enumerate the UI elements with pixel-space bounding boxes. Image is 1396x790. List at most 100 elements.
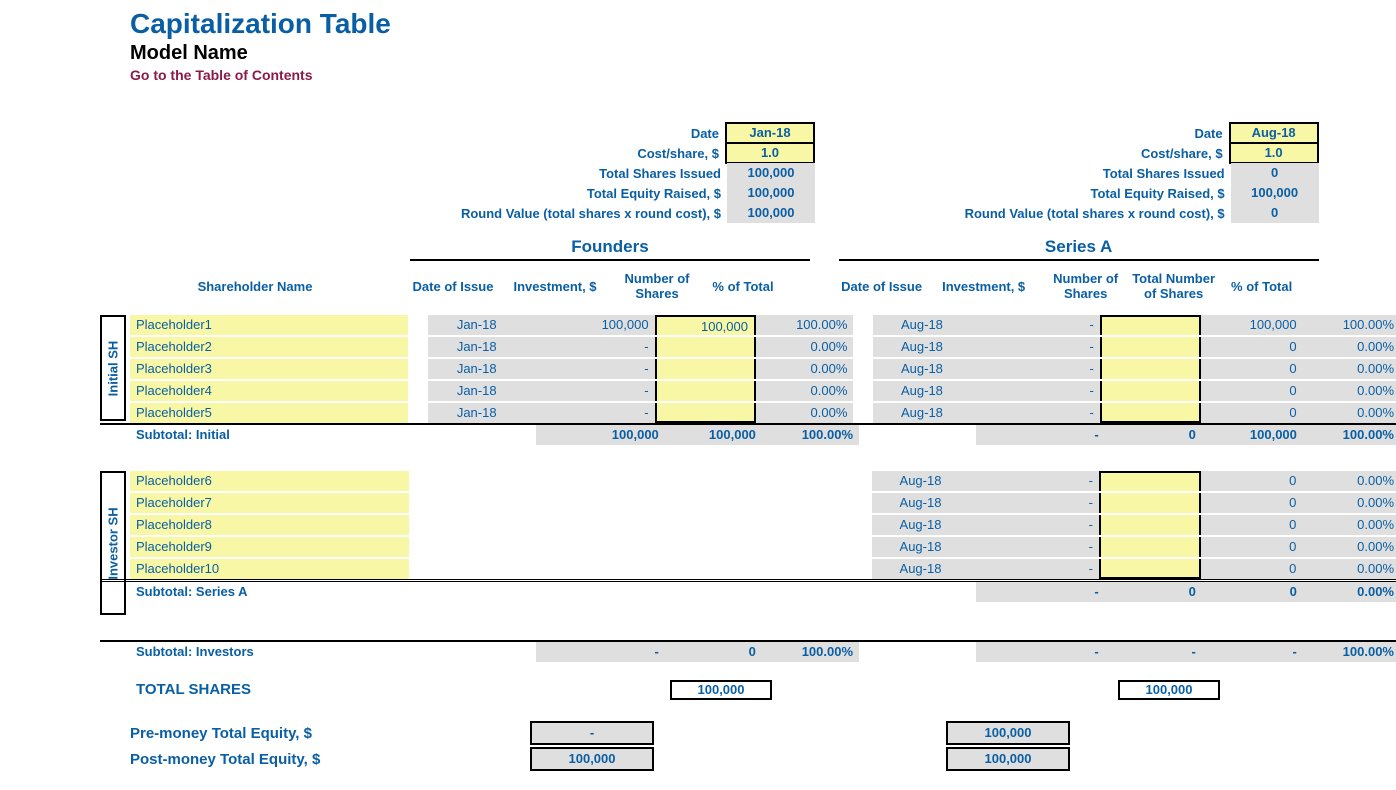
subtotal-initial-f-pct: 100.00%: [762, 425, 859, 445]
seriesA-total-shares: 0: [1231, 163, 1319, 183]
col-date-a: Date of Issue: [839, 261, 925, 313]
subtotal-initial-label: Subtotal: Initial: [130, 425, 419, 445]
shareholder-name[interactable]: Placeholder6: [130, 471, 409, 491]
cell-a-date: Aug-18: [872, 515, 970, 535]
post-money-label: Post-money Total Equity, $: [100, 751, 530, 768]
shareholder-name[interactable]: Placeholder5: [130, 403, 408, 423]
founders-date[interactable]: Jan-18: [725, 122, 815, 144]
cell-a-tot: 0: [1201, 359, 1302, 379]
cell-f-date: Jan-18: [428, 359, 525, 379]
lbl-cost-a: Cost/share, $: [839, 146, 1229, 161]
cell-a-num[interactable]: [1100, 403, 1201, 423]
cell-f-num[interactable]: 100,000: [655, 315, 756, 335]
cell-a-num[interactable]: [1100, 315, 1201, 335]
lbl-shares-a: Total Shares Issued: [839, 166, 1231, 181]
cell-a-tot: 0: [1201, 403, 1302, 423]
seriesA-cost[interactable]: 1.0: [1229, 142, 1319, 164]
col-num-a: Number of Shares: [1043, 261, 1129, 313]
cell-a-tot: 0: [1201, 337, 1302, 357]
cell-a-inv: -: [971, 315, 1100, 335]
col-pct-a: % of Total: [1219, 261, 1305, 313]
total-shares-label: TOTAL SHARES: [130, 680, 422, 700]
col-num-f: Number of Shares: [614, 261, 700, 313]
cell-f-num[interactable]: [655, 403, 756, 423]
cell-a-num[interactable]: [1099, 559, 1201, 579]
cell-a-pct: 0.00%: [1303, 337, 1396, 357]
cell-a-num[interactable]: [1099, 515, 1201, 535]
founders-cost[interactable]: 1.0: [725, 142, 815, 164]
cell-a-inv: -: [971, 359, 1100, 379]
shareholder-name[interactable]: Placeholder10: [130, 559, 409, 579]
subtotal-initial-a-inv: -: [976, 425, 1105, 445]
subtotal-investors-a-inv: -: [976, 642, 1105, 662]
lbl-cost: Cost/share, $: [100, 146, 725, 161]
cell-a-num[interactable]: [1099, 493, 1201, 513]
cell-a-date: Aug-18: [872, 471, 970, 491]
seriesA-date[interactable]: Aug-18: [1229, 122, 1319, 144]
vtab-initial: Initial SH: [100, 315, 126, 421]
subtotal-investors-f-pct: 100.00%: [762, 642, 859, 662]
cell-a-tot: 100,000: [1201, 315, 1302, 335]
subtotal-initial-a-tot: 100,000: [1202, 425, 1303, 445]
seriesA-total-equity: 100,000: [1231, 183, 1319, 203]
cell-a-num[interactable]: [1100, 337, 1201, 357]
cell-a-num[interactable]: [1099, 537, 1201, 557]
model-name: Model Name: [130, 42, 1396, 65]
col-inv-f: Investment, $: [496, 261, 614, 313]
post-money-a: 100,000: [946, 747, 1070, 771]
total-shares-a: 100,000: [1118, 680, 1220, 700]
seriesA-title: Series A: [839, 237, 1319, 257]
cell-f-date: Jan-18: [428, 381, 525, 401]
cell-f-inv: -: [525, 359, 654, 379]
cell-f-inv: 100,000: [525, 315, 654, 335]
cell-a-inv: -: [969, 537, 1099, 557]
vtab-investor: Investor SH: [100, 471, 126, 615]
subtotal-investors-a-tot: -: [1202, 642, 1303, 662]
cell-f-pct: 0.00%: [756, 359, 853, 379]
cell-a-tot: 0: [1201, 381, 1302, 401]
cell-a-pct: 0.00%: [1303, 381, 1396, 401]
cell-a-pct: 0.00%: [1303, 359, 1396, 379]
shareholder-name[interactable]: Placeholder3: [130, 359, 408, 379]
total-shares-f: 100,000: [670, 680, 772, 700]
cell-f-date: Jan-18: [428, 403, 525, 423]
subtotal-investors-a-pct: 100.00%: [1303, 642, 1396, 662]
cell-a-inv: -: [971, 337, 1100, 357]
cell-f-num[interactable]: [655, 381, 756, 401]
toc-link[interactable]: Go to the Table of Contents: [130, 67, 1396, 83]
cell-a-pct: 0.00%: [1302, 559, 1396, 579]
founders-total-equity: 100,000: [727, 183, 815, 203]
subtotal-initial-a-pct: 100.00%: [1303, 425, 1396, 445]
lbl-equity-a: Total Equity Raised, $: [839, 186, 1231, 201]
subtotal-seriesA-label: Subtotal: Series A: [130, 582, 419, 602]
lbl-date-a: Date: [839, 126, 1229, 141]
cell-f-num[interactable]: [655, 337, 756, 357]
cell-a-date: Aug-18: [873, 359, 970, 379]
shareholder-name[interactable]: Placeholder1: [130, 315, 408, 335]
cell-f-inv: -: [525, 381, 654, 401]
cell-a-num[interactable]: [1100, 359, 1201, 379]
cell-f-inv: -: [525, 403, 654, 423]
cell-a-inv: -: [969, 515, 1099, 535]
cell-f-inv: -: [525, 337, 654, 357]
subtotal-initial-f-inv: 100,000: [536, 425, 665, 445]
shareholder-name[interactable]: Placeholder8: [130, 515, 409, 535]
cell-f-pct: 0.00%: [756, 381, 853, 401]
founders-round-value: 100,000: [727, 203, 815, 223]
cell-a-pct: 0.00%: [1302, 493, 1396, 513]
shareholder-name[interactable]: Placeholder9: [130, 537, 409, 557]
shareholder-name[interactable]: Placeholder2: [130, 337, 408, 357]
cell-a-date: Aug-18: [873, 315, 970, 335]
lbl-shares: Total Shares Issued: [100, 166, 727, 181]
cell-a-num[interactable]: [1099, 471, 1201, 491]
shareholder-name[interactable]: Placeholder4: [130, 381, 408, 401]
cell-f-pct: 0.00%: [756, 337, 853, 357]
subtotal-investors-f-inv: -: [536, 642, 665, 662]
lbl-rv: Round Value (total shares x round cost),…: [100, 206, 727, 221]
shareholder-name[interactable]: Placeholder7: [130, 493, 409, 513]
cell-a-date: Aug-18: [872, 559, 970, 579]
cell-a-inv: -: [969, 559, 1099, 579]
col-inv-a: Investment, $: [925, 261, 1043, 313]
cell-f-num[interactable]: [655, 359, 756, 379]
cell-a-num[interactable]: [1100, 381, 1201, 401]
